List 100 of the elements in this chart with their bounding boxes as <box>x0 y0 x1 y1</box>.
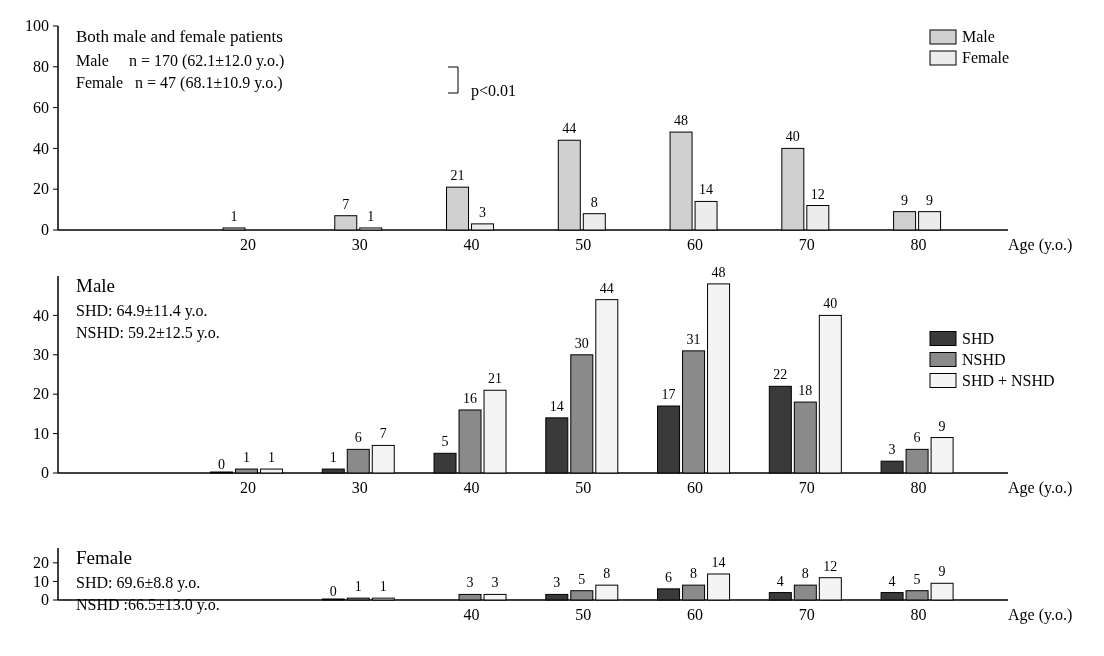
data-label: 40 <box>823 296 838 312</box>
x-tick-label: 50 <box>575 606 592 623</box>
data-label: 14 <box>711 555 726 570</box>
data-label: 21 <box>488 371 503 387</box>
data-label: 9 <box>938 564 946 580</box>
data-label: 14 <box>549 398 564 414</box>
x-tick-label: 80 <box>910 479 927 496</box>
x-tick-label: 70 <box>798 479 815 496</box>
x-tick-label: 50 <box>575 479 592 496</box>
data-label: 3 <box>553 575 561 591</box>
data-label: 48 <box>711 264 726 280</box>
y-tick-label: 60 <box>33 98 49 116</box>
x-tick-label: 80 <box>910 606 927 623</box>
x-tick-label: 60 <box>687 479 704 496</box>
y-tick-label: 40 <box>33 139 49 157</box>
legend-label: SHD + NSHD <box>962 371 1055 389</box>
x-tick-label: 40 <box>463 479 480 496</box>
data-label: 9 <box>901 192 909 208</box>
legend-label: SHD <box>962 329 995 347</box>
x-tick-label: 50 <box>575 236 592 253</box>
y-tick-label: 20 <box>33 385 49 403</box>
data-label: 1 <box>379 579 387 595</box>
data-label: 6 <box>665 569 673 585</box>
y-tick-label: 40 <box>33 306 49 324</box>
data-label: 1 <box>329 450 337 466</box>
x-axis-title: Age (y.o.) <box>1008 236 1073 254</box>
chart-title: Male <box>76 275 116 296</box>
data-label: 8 <box>603 566 611 582</box>
data-label: 8 <box>590 194 598 210</box>
x-tick-label: 30 <box>351 236 368 253</box>
data-label: 8 <box>690 566 698 582</box>
data-label: 1 <box>243 450 250 466</box>
x-tick-label: 60 <box>687 606 704 623</box>
chart-title: Both male and female patients <box>76 27 283 46</box>
y-tick-label: 100 <box>25 17 49 35</box>
x-tick-label: 30 <box>351 479 368 496</box>
x-tick-label: 40 <box>463 236 480 253</box>
data-label: 7 <box>342 196 350 212</box>
data-label: 9 <box>938 418 946 434</box>
annotation: p<0.01 <box>471 82 517 100</box>
data-label: 1 <box>367 208 375 224</box>
legend-label: Female <box>962 49 1010 66</box>
y-tick-label: 10 <box>33 572 49 590</box>
data-label: 4 <box>888 573 896 589</box>
annotation: NSHD: 59.2±12.5 y.o. <box>76 324 220 342</box>
data-label: 1 <box>230 208 238 224</box>
annotation: Female n = 47 (68.1±10.9 y.o.) <box>76 74 283 92</box>
data-label: 3 <box>479 204 487 220</box>
data-label: 44 <box>599 280 614 296</box>
y-tick-label: 0 <box>41 464 49 482</box>
data-label: 6 <box>354 430 362 446</box>
data-label: 12 <box>823 558 838 574</box>
data-label: 0 <box>329 584 337 599</box>
y-tick-label: 20 <box>33 180 49 198</box>
y-tick-label: 0 <box>41 221 49 239</box>
data-label: 22 <box>773 367 788 383</box>
y-tick-label: 80 <box>33 57 49 75</box>
data-label: 18 <box>798 383 813 399</box>
data-label: 3 <box>888 442 896 458</box>
data-label: 7 <box>379 426 387 442</box>
data-label: 3 <box>466 575 474 591</box>
y-tick-label: 30 <box>33 345 49 363</box>
legend-label: NSHD <box>962 350 1006 368</box>
data-label: 21 <box>450 168 465 184</box>
data-label: 0 <box>218 457 225 472</box>
annotation: NSHD :66.5±13.0 y.o. <box>76 596 220 614</box>
data-label: 6 <box>913 430 921 446</box>
annotation: SHD: 69.6±8.8 y.o. <box>76 574 201 592</box>
chart-title: Female <box>76 547 132 568</box>
x-tick-label: 20 <box>240 479 256 496</box>
x-tick-label: 60 <box>687 236 704 253</box>
data-label: 4 <box>776 573 784 589</box>
data-label: 44 <box>562 121 577 137</box>
y-tick-label: 0 <box>41 591 49 609</box>
data-label: 1 <box>354 579 362 595</box>
annotation: SHD: 64.9±11.4 y.o. <box>76 302 208 320</box>
data-label: 16 <box>463 390 478 406</box>
data-label: 5 <box>441 434 449 450</box>
data-label: 5 <box>578 571 586 587</box>
data-label: 40 <box>785 129 800 145</box>
y-tick-label: 10 <box>33 424 49 442</box>
legend-label: Male <box>962 28 995 45</box>
x-tick-label: 80 <box>910 236 927 253</box>
x-tick-label: 20 <box>240 236 256 253</box>
data-label: 30 <box>574 335 589 351</box>
y-tick-label: 20 <box>33 553 49 571</box>
data-label: 8 <box>801 566 809 582</box>
annotation: Male n = 170 (62.1±12.0 y.o.) <box>76 52 285 70</box>
data-label: 12 <box>810 186 825 202</box>
data-label: 48 <box>674 113 689 129</box>
data-label: 3 <box>491 575 499 591</box>
x-tick-label: 70 <box>798 606 815 623</box>
data-label: 9 <box>926 192 934 208</box>
data-label: 5 <box>913 571 921 587</box>
x-axis-title: Age (y.o.) <box>1008 479 1073 497</box>
data-label: 31 <box>686 331 701 347</box>
x-tick-label: 40 <box>463 606 480 623</box>
x-tick-label: 70 <box>798 236 815 253</box>
data-label: 1 <box>268 450 275 466</box>
data-label: 17 <box>661 387 676 403</box>
